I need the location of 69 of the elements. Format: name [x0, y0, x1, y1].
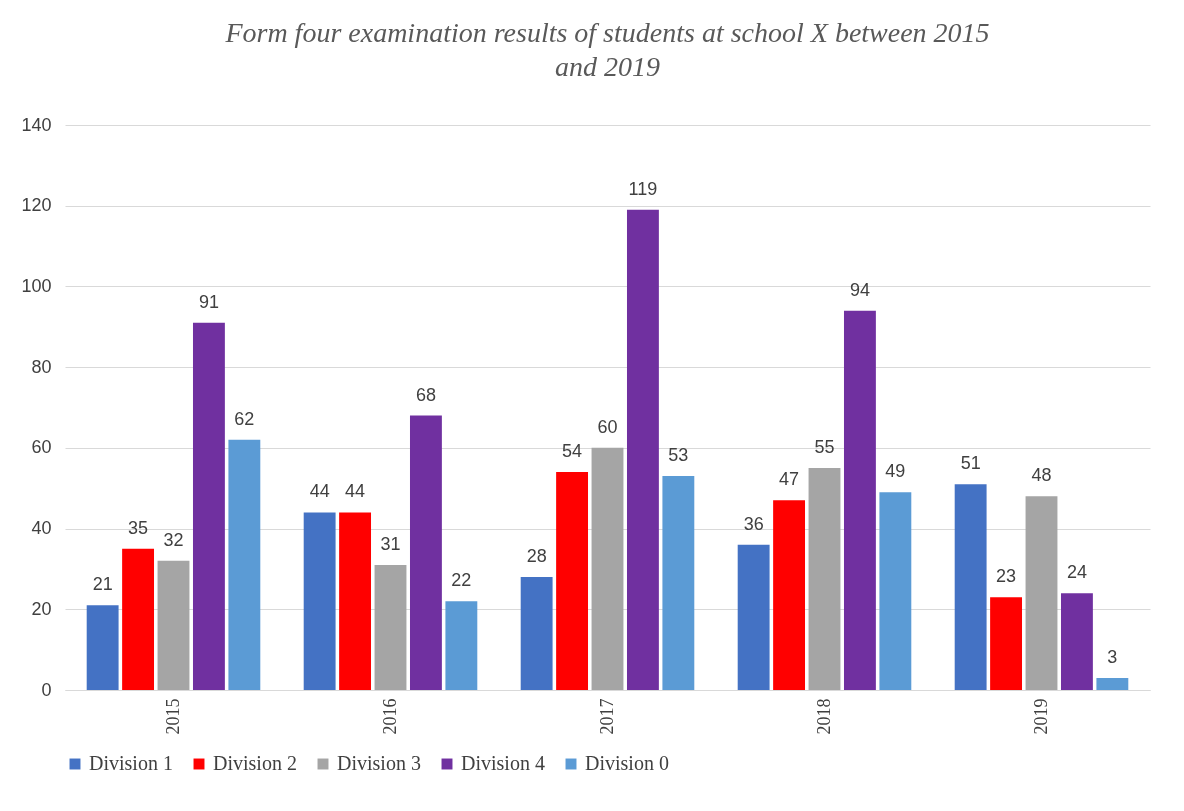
data-label: 35 [128, 517, 149, 538]
y-tick-label: 40 [31, 518, 52, 539]
bar [228, 439, 261, 690]
bar [374, 564, 407, 690]
bar [556, 472, 589, 690]
bar [626, 209, 659, 690]
legend-label: Division 2 [213, 752, 297, 774]
data-label: 3 [1107, 646, 1118, 667]
legend-label: Division 1 [89, 752, 173, 774]
x-tick-label: 2016 [379, 698, 400, 735]
bar [339, 512, 372, 690]
chart-title: Form four examination results of students at school X between 2015 and 2019 [224, 17, 990, 82]
data-label: 36 [743, 513, 764, 534]
bar [591, 447, 624, 690]
y-tick-label: 80 [31, 356, 52, 377]
bar [1025, 496, 1058, 690]
legend-label: Division 3 [337, 752, 421, 774]
data-label: 55 [814, 437, 835, 458]
data-label: 119 [628, 178, 658, 199]
bar [520, 577, 553, 690]
x-tick-label: 2019 [1030, 698, 1051, 735]
bar [157, 560, 190, 690]
data-label: 48 [1031, 465, 1052, 486]
x-tick-label: 2018 [813, 698, 834, 735]
legend-label: Division 0 [585, 752, 669, 774]
bar [879, 492, 912, 690]
data-label: 62 [234, 408, 255, 429]
data-label: 24 [1066, 562, 1087, 583]
data-label: 47 [779, 469, 800, 490]
data-label: 54 [562, 441, 583, 462]
bar [86, 605, 119, 690]
bar [843, 310, 876, 690]
data-label: 60 [597, 416, 618, 437]
data-label: 68 [415, 384, 436, 405]
data-label: 91 [198, 291, 219, 312]
bar [990, 597, 1023, 690]
data-label: 22 [451, 570, 472, 591]
data-label: 51 [960, 453, 981, 474]
x-tick-label: 2015 [162, 698, 183, 735]
bar [1060, 593, 1093, 690]
bar [808, 468, 841, 690]
bar [773, 500, 806, 690]
y-tick-label: 120 [21, 195, 52, 216]
legend-label: Division 4 [461, 752, 545, 774]
data-label: 49 [885, 461, 906, 482]
data-label: 44 [345, 481, 366, 502]
bar [1096, 677, 1129, 690]
bar [737, 544, 770, 690]
data-label: 31 [380, 533, 401, 554]
y-tick-label: 100 [21, 275, 52, 296]
data-label: 28 [526, 546, 547, 566]
data-label: 21 [92, 574, 113, 595]
bar [122, 548, 155, 690]
bar [662, 476, 695, 690]
y-tick-label: 20 [31, 598, 52, 619]
y-tick-label: 0 [41, 679, 52, 700]
data-label: 32 [163, 529, 184, 550]
x-tick-label: 2017 [596, 698, 617, 735]
data-label: 44 [309, 481, 330, 502]
y-tick-label: 60 [31, 437, 52, 458]
bar [445, 601, 478, 690]
bar [954, 484, 987, 690]
bar [409, 415, 442, 690]
data-label: 94 [849, 279, 870, 300]
data-label: 23 [996, 566, 1017, 587]
bar [303, 512, 336, 690]
bar [192, 322, 225, 690]
data-label: 53 [668, 445, 689, 466]
y-tick-label: 140 [21, 114, 52, 135]
